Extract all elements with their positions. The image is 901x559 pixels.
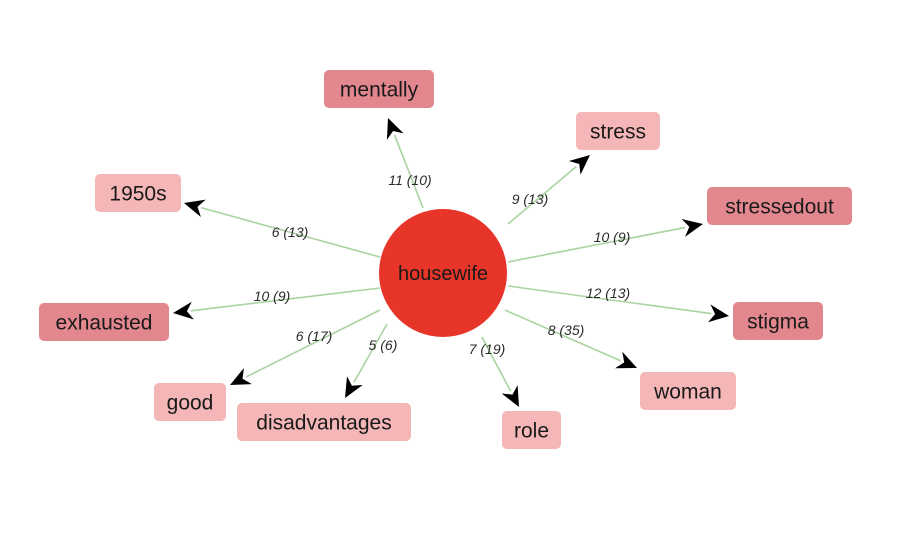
edge-line-role [481,336,512,392]
arrowhead-stressedout [681,219,703,237]
node-box-disadvantages [237,403,411,441]
node-label-disadvantages: disadvantages [256,412,391,435]
node-box-stressedout [707,187,852,225]
edge-line-woman [504,309,621,362]
edge-label-good: 6 (17) [296,328,333,344]
edges-layer [173,118,729,407]
node-box-1950s [95,174,181,212]
node-woman[interactable]: woman [640,372,736,410]
edge-line-exhausted [190,287,381,312]
node-label-stressedout: stressedout [725,196,834,219]
node-good[interactable]: good [154,383,226,421]
node-label-woman: woman [653,381,722,404]
edge-line-mentally [393,134,424,209]
node-disadvantages[interactable]: disadvantages [237,403,411,441]
edge-label-role: 7 (19) [469,341,506,357]
edge-line-stressedout [507,226,686,263]
node-stressedout[interactable]: stressedout [707,187,852,225]
node-label-1950s: 1950s [109,183,166,206]
node-stigma[interactable]: stigma [733,302,823,340]
hub-node[interactable]: housewife [379,209,507,337]
edge-line-disadvantages [353,323,388,383]
edge-line-stigma [507,285,712,315]
arrowhead-stigma [708,304,729,323]
edge-label-stigma: 12 (13) [586,285,630,301]
arrowhead-disadvantages [345,376,363,398]
node-1950s[interactable]: 1950s [95,174,181,212]
node-label-role: role [514,420,549,443]
arrowhead-exhausted [173,301,194,320]
hub-circle [379,209,507,337]
edge-label-stress: 9 (13) [512,191,549,207]
arrowhead-good [230,368,252,385]
edge-line-good [245,309,381,378]
nodes-layer: mentally stress stressedout stigma woman role… [39,70,852,449]
node-stress[interactable]: stress [576,112,660,150]
node-role[interactable]: role [502,411,561,449]
arrowhead-stress [568,155,590,175]
node-box-stress [576,112,660,150]
edge-line-stress [507,165,577,225]
arrowhead-woman [615,351,637,369]
arrowhead-role [501,385,519,407]
edge-label-stressedout: 10 (9) [594,229,631,245]
node-box-stigma [733,302,823,340]
node-exhausted[interactable]: exhausted [39,303,169,341]
edge-labels-layer: 11 (10) 9 (13) 10 (9) 12 (13) 8 (35) 7 (19) 5 … [254,172,631,357]
node-label-exhausted: exhausted [56,312,153,335]
node-label-stigma: stigma [747,311,809,334]
node-box-good [154,383,226,421]
node-box-mentally [324,70,434,108]
arrowhead-1950s [184,199,206,217]
node-label-good: good [167,392,214,415]
edge-label-woman: 8 (35) [548,322,585,338]
node-mentally[interactable]: mentally [324,70,434,108]
edge-label-mentally: 11 (10) [388,172,431,188]
hub-label: housewife [398,263,488,285]
arrowhead-mentally [386,118,404,140]
edge-label-exhausted: 10 (9) [254,288,291,304]
edge-line-1950s [201,207,381,258]
node-label-mentally: mentally [340,79,419,102]
node-box-role [502,411,561,449]
node-box-exhausted [39,303,169,341]
edge-label-disadvantages: 5 (6) [369,337,398,353]
edge-label-1950s: 6 (13) [272,224,309,240]
node-label-stress: stress [590,121,646,144]
node-box-woman [640,372,736,410]
